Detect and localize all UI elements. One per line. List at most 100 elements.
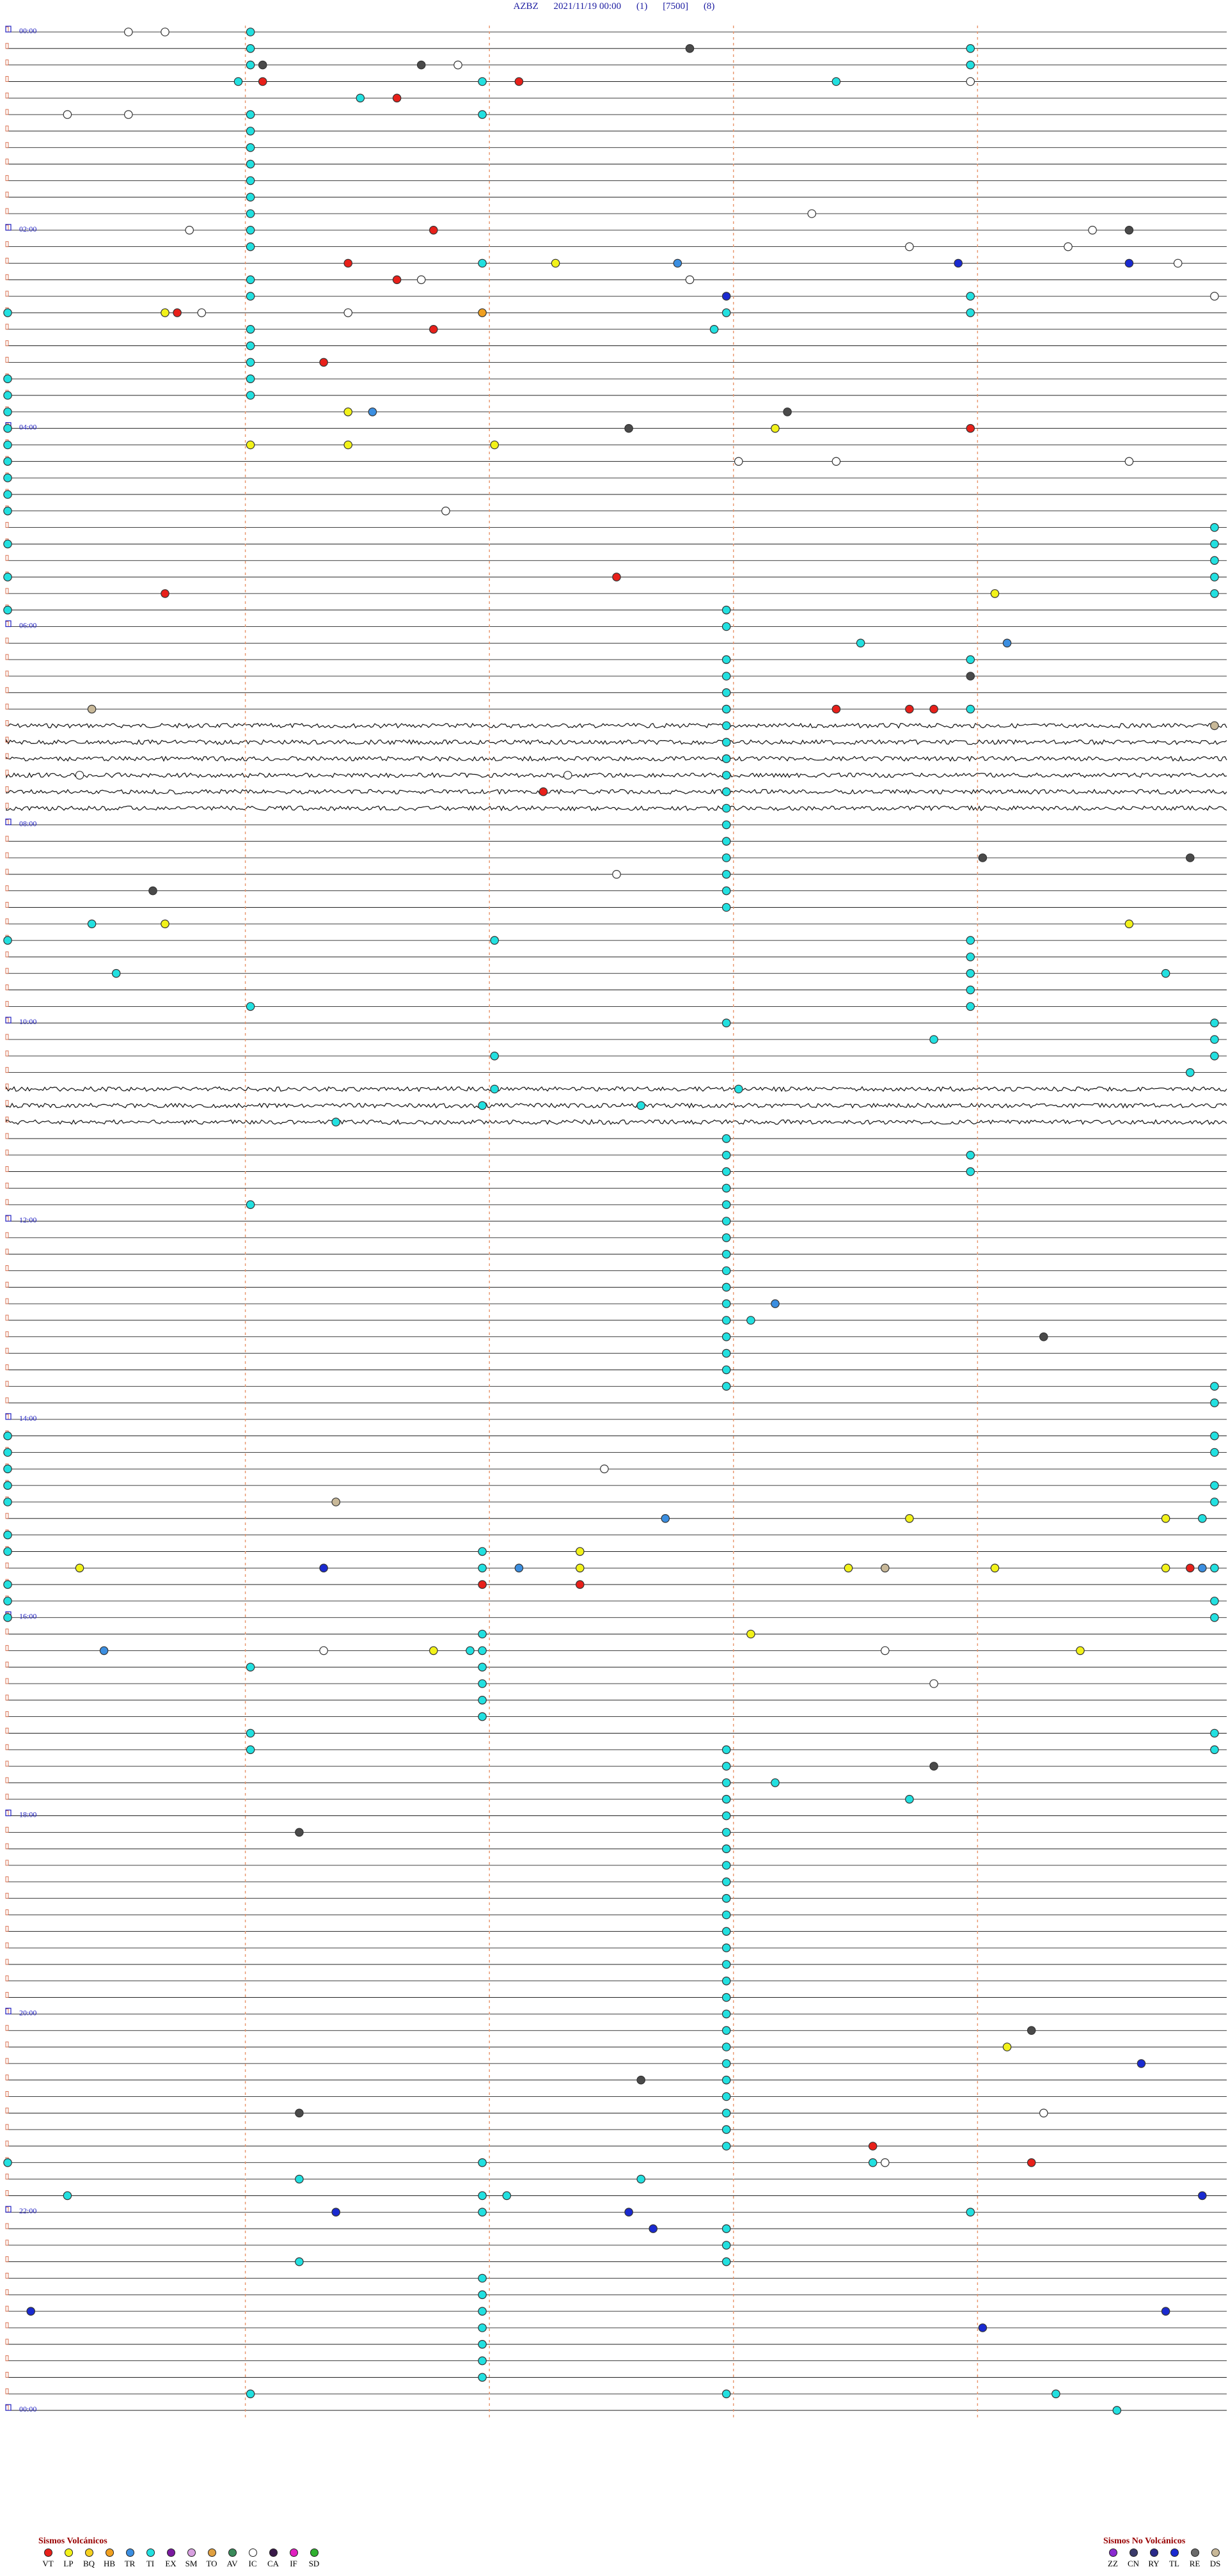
- legend-label: RE: [1189, 2559, 1200, 2568]
- hour-label: 02:00: [19, 225, 36, 233]
- event-marker-ti: [721, 2241, 731, 2250]
- event-marker-ti: [87, 919, 97, 929]
- event-marker-ti: [721, 2142, 731, 2151]
- event-marker-ic: [453, 60, 462, 70]
- event-marker-vt: [905, 704, 914, 714]
- event-marker-ti: [331, 1118, 340, 1126]
- event-marker-ti: [1210, 1728, 1219, 1738]
- event-marker-av: [416, 60, 426, 70]
- event-marker-ti: [721, 1745, 731, 1755]
- legend-nonvolcanic-item-re: RE: [1185, 2548, 1204, 2569]
- event-marker-ti: [636, 1101, 645, 1110]
- event-marker-ti: [1210, 1597, 1219, 1606]
- event-marker-ic: [1173, 258, 1183, 268]
- legend-volcanic-item-tr: TR: [120, 2548, 139, 2569]
- event-marker-vt: [929, 704, 938, 714]
- row-start-marker: [5, 1067, 9, 1073]
- legend-label: LP: [63, 2559, 74, 2568]
- event-marker-ic: [416, 275, 426, 285]
- event-marker-ti: [721, 2009, 731, 2019]
- trace-line-noisy: [6, 1119, 1227, 1125]
- legend-nonvolcanic-item-ry: RY: [1144, 2548, 1163, 2569]
- legend-dot-icon: [1108, 2548, 1117, 2557]
- row-start-marker: [5, 1150, 9, 1156]
- legend-nonvolcanic-items: ZZ CN RY TL RE DS: [1103, 2548, 1225, 2569]
- event-marker-ti: [246, 209, 255, 218]
- event-marker-ti: [478, 2307, 487, 2316]
- hour-label: 18:00: [19, 1810, 36, 1819]
- event-marker-ti: [3, 573, 12, 581]
- legend-volcanic-item-bq: BQ: [79, 2548, 98, 2569]
- event-marker-av: [636, 2075, 645, 2085]
- legend-dot-icon: [310, 2548, 319, 2557]
- row-start-marker: [5, 1513, 9, 1519]
- event-marker-ti: [721, 1233, 731, 1242]
- legend-dot-icon: [105, 2548, 114, 2557]
- event-marker-ti: [3, 539, 12, 549]
- hour-marker: [5, 1809, 12, 1817]
- event-marker-ti: [966, 308, 975, 317]
- event-marker-av: [978, 853, 988, 862]
- row-start-marker: [5, 819, 9, 825]
- legend-label: RY: [1148, 2559, 1160, 2568]
- row-start-marker: [5, 835, 9, 842]
- legend-label: SD: [308, 2559, 320, 2568]
- event-marker-ti: [721, 1316, 731, 1325]
- row-start-marker: [5, 2190, 9, 2196]
- event-marker-ti: [3, 423, 12, 433]
- event-marker-lp: [343, 407, 352, 416]
- event-marker-ti: [721, 622, 731, 631]
- event-marker-ic: [966, 77, 975, 86]
- trace-line-noisy: [6, 723, 1227, 729]
- legend-dot-icon: [1129, 2548, 1138, 2557]
- legend-label: BQ: [83, 2559, 95, 2568]
- event-marker-vt: [161, 589, 169, 598]
- row-start-marker: [5, 2124, 9, 2130]
- event-marker-ti: [478, 2158, 487, 2167]
- event-marker-lp: [1124, 919, 1134, 929]
- event-marker-ti: [721, 1382, 731, 1391]
- event-marker-lp: [990, 1563, 1000, 1573]
- event-marker-ti: [721, 1134, 731, 1143]
- event-marker-ic: [197, 308, 207, 317]
- event-marker-ti: [1210, 1497, 1219, 1506]
- event-marker-ti: [721, 1365, 731, 1375]
- event-marker-ti: [478, 1629, 487, 1639]
- event-marker-ti: [246, 341, 255, 351]
- event-marker-ti: [721, 704, 731, 714]
- legend-label: IF: [290, 2559, 297, 2568]
- legend-label: EX: [165, 2559, 177, 2568]
- event-marker-ti: [771, 1778, 780, 1787]
- hour-label: 22:00: [19, 2206, 36, 2215]
- row-start-marker: [5, 1777, 9, 1783]
- row-start-marker: [5, 2008, 9, 2014]
- event-marker-ti: [721, 1927, 731, 1936]
- helicorder-plot: 00:00 02:00 04:00 06:00 08:00 10:00 12:00 14:00…: [3, 26, 1227, 2419]
- event-marker-lp: [905, 1514, 914, 1523]
- event-marker-lp: [844, 1563, 853, 1573]
- row-start-marker: [5, 356, 9, 363]
- event-marker-ti: [233, 77, 243, 86]
- event-marker-vt: [429, 225, 438, 235]
- row-start-marker: [5, 1000, 9, 1007]
- row-start-marker: [5, 1925, 9, 1932]
- row-start-marker: [5, 175, 9, 181]
- event-marker-ti: [966, 1167, 975, 1176]
- event-marker-ti: [721, 787, 731, 796]
- event-marker-ti: [721, 1778, 731, 1787]
- row-start-marker: [5, 1562, 9, 1569]
- row-start-marker: [5, 2240, 9, 2246]
- event-marker-tl: [721, 292, 731, 301]
- event-marker-ti: [478, 1101, 487, 1110]
- legend-dot-icon: [1190, 2548, 1199, 2557]
- event-marker-ti: [721, 1861, 731, 1870]
- event-marker-ti: [246, 44, 255, 53]
- row-start-marker: [5, 1678, 9, 1684]
- event-marker-ti: [721, 308, 731, 317]
- event-marker-ti: [1210, 1563, 1219, 1573]
- event-marker-ti: [246, 1745, 255, 1755]
- legend-dot-icon: [269, 2548, 278, 2557]
- event-marker-lp: [1161, 1514, 1170, 1523]
- event-marker-ti: [478, 1563, 487, 1573]
- row-start-marker: [5, 1265, 9, 1271]
